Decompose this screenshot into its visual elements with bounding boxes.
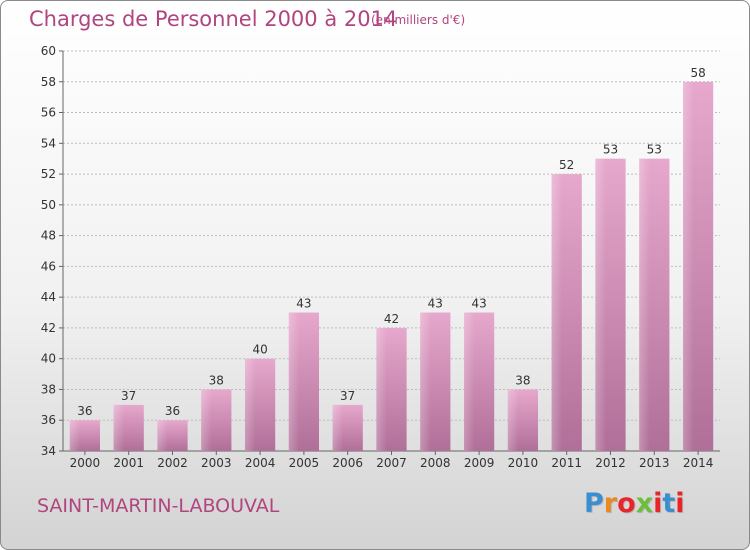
- bars: [69, 81, 714, 452]
- y-tick-label: 34: [41, 444, 56, 458]
- data-label: 36: [77, 404, 92, 418]
- y-tick-label: 54: [41, 136, 56, 150]
- data-label: 38: [515, 373, 530, 387]
- x-tick-label: 2004: [245, 456, 276, 470]
- axes: 34 36 38 40 42 44 46 48 50 52 54 56 58 60: [41, 44, 720, 458]
- x-tick-label: 2006: [332, 456, 363, 470]
- y-tick-label: 48: [41, 229, 56, 243]
- y-tick-label: 52: [41, 167, 56, 181]
- logo-letter: i: [675, 488, 685, 519]
- bar-highlight: [463, 312, 475, 451]
- y-tick-label: 44: [41, 290, 56, 304]
- proxiti-logo: Proxiti: [584, 488, 685, 519]
- logo-letter: i: [653, 488, 663, 519]
- bar-highlight: [69, 420, 81, 451]
- x-tick-label: 2007: [376, 456, 407, 470]
- x-tick-label: 2008: [420, 456, 451, 470]
- bar-highlight: [288, 312, 300, 451]
- data-label: 58: [690, 66, 705, 80]
- data-label: 43: [296, 297, 311, 311]
- x-tick-label: 2005: [289, 456, 320, 470]
- data-label: 37: [340, 389, 355, 403]
- commune-name: SAINT-MARTIN-LABOUVAL: [37, 495, 280, 517]
- x-tick-label: 2000: [70, 456, 101, 470]
- labels: 2000 36 2001 37 2002 36 2003 38 2004 40 2005 43 2006…: [70, 66, 714, 470]
- logo-letter: o: [617, 488, 636, 519]
- x-tick-label: 2009: [464, 456, 495, 470]
- y-tick-label: 36: [41, 413, 56, 427]
- y-tick-label: 42: [41, 321, 56, 335]
- data-label: 43: [471, 297, 486, 311]
- bar-highlight: [244, 358, 256, 451]
- data-label: 52: [559, 158, 574, 172]
- x-tick-label: 2002: [157, 456, 188, 470]
- y-tick-label: 58: [41, 75, 56, 89]
- bar-highlight: [639, 158, 650, 451]
- data-label: 38: [209, 373, 224, 387]
- bar-highlight: [420, 312, 431, 451]
- logo-letter: t: [662, 488, 676, 519]
- data-label: 40: [252, 343, 267, 357]
- y-tick-label: 40: [41, 352, 56, 366]
- x-tick-label: 2001: [113, 456, 144, 470]
- x-tick-label: 2010: [508, 456, 539, 470]
- bar-highlight: [595, 158, 606, 451]
- data-label: 43: [428, 297, 443, 311]
- y-tick-label: 60: [41, 44, 56, 58]
- x-tick-label: 2013: [639, 456, 670, 470]
- bar-highlight: [201, 389, 212, 451]
- y-tick-label: 46: [41, 259, 56, 273]
- bar-highlight: [551, 174, 563, 452]
- x-tick-label: 2012: [595, 456, 626, 470]
- data-label: 37: [121, 389, 136, 403]
- y-tick-label: 50: [41, 198, 56, 212]
- x-tick-label: 2003: [201, 456, 232, 470]
- data-label: 42: [384, 312, 399, 326]
- logo-letter: r: [603, 488, 618, 519]
- data-label: 36: [165, 404, 180, 418]
- bar-highlight: [376, 327, 387, 451]
- data-label: 53: [647, 143, 662, 157]
- chart-title: Charges de Personnel 2000 à 2014: [29, 7, 398, 31]
- y-tick-label: 38: [41, 382, 56, 396]
- bar-highlight: [682, 81, 694, 452]
- logo-letter: P: [584, 488, 604, 519]
- y-tick-label: 56: [41, 106, 56, 120]
- data-label: 53: [603, 143, 618, 157]
- logo-letter: x: [635, 488, 654, 519]
- bar-highlight: [507, 389, 519, 451]
- x-tick-label: 2014: [683, 456, 714, 470]
- chart-subtitle: (en milliers d'€): [371, 13, 466, 27]
- bar-highlight: [113, 404, 125, 451]
- x-tick-label: 2011: [551, 456, 582, 470]
- bar-highlight: [332, 404, 344, 451]
- bar-highlight: [157, 420, 168, 451]
